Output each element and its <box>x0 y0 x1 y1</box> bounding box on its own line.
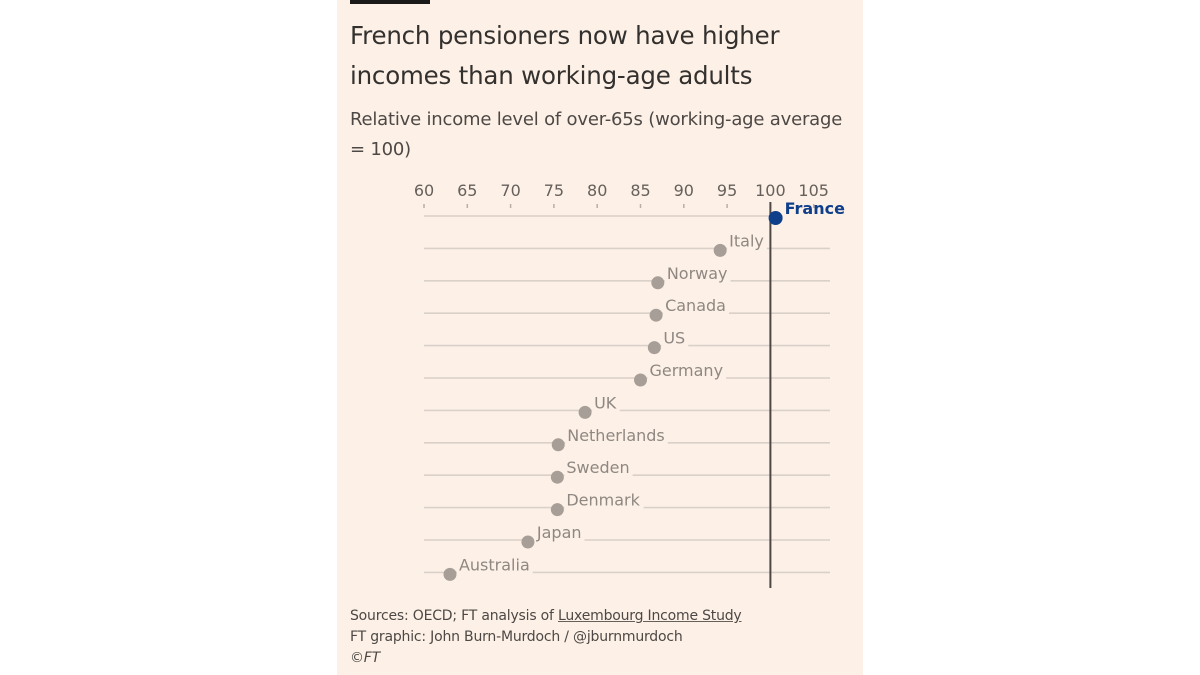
x-tick-label: 60 <box>414 181 434 200</box>
x-tick-label: 65 <box>457 181 477 200</box>
label-uk: UK <box>594 393 617 412</box>
x-tick-label: 95 <box>717 181 737 200</box>
dot-australia <box>443 567 457 581</box>
label-sweden: Sweden <box>566 458 629 477</box>
label-france: France <box>785 199 845 218</box>
x-tick-label: 105 <box>798 181 829 200</box>
chart-title: French pensioners now have higher income… <box>350 21 780 90</box>
sources-line: Sources: OECD; FT analysis of Luxembourg… <box>350 606 850 627</box>
x-tick-label: 100 <box>755 181 786 200</box>
dot-germany <box>634 373 647 387</box>
chart-footer: Sources: OECD; FT analysis of Luxembourg… <box>350 606 850 669</box>
label-australia: Australia <box>459 555 530 574</box>
label-japan: Japan <box>536 523 582 542</box>
label-background <box>565 439 668 446</box>
row-gridlines <box>424 213 849 576</box>
label-background <box>456 569 533 576</box>
label-germany: Germany <box>650 361 724 380</box>
label-netherlands: Netherlands <box>567 426 665 445</box>
dot-france <box>768 211 783 225</box>
label-background <box>663 310 729 317</box>
label-background <box>664 277 731 284</box>
label-denmark: Denmark <box>566 491 640 510</box>
label-us: US <box>663 329 685 348</box>
x-tick-label: 85 <box>630 181 650 200</box>
label-background <box>592 407 620 414</box>
label-background <box>782 213 849 219</box>
chart-card: French pensioners now have higher income… <box>337 0 863 675</box>
x-tick-label: 80 <box>587 181 607 200</box>
x-tick-label: 75 <box>544 181 564 200</box>
credit-line: FT graphic: John Burn-Murdoch / @jburnmu… <box>350 629 683 645</box>
x-tick-label: 90 <box>674 181 694 200</box>
ft-top-bar <box>350 0 430 4</box>
sources-text: Sources: OECD; FT analysis of <box>350 608 559 624</box>
dot-us <box>647 341 661 355</box>
dot-uk <box>578 405 592 419</box>
dot-norway <box>651 276 665 290</box>
dot-plot: 60 65 70 75 80 85 90 95 100 105 France ItalyNorway… <box>414 181 849 588</box>
dot-netherlands <box>551 438 565 452</box>
dot-denmark <box>550 503 564 517</box>
copyright: ©FT <box>350 650 381 666</box>
chart-subtitle: Relative income level of over-65s (worki… <box>350 109 843 160</box>
label-norway: Norway <box>667 264 728 283</box>
label-background <box>564 504 644 511</box>
x-tick-label: 70 <box>500 181 520 200</box>
dot-sweden <box>550 470 564 484</box>
dot-italy <box>713 243 727 257</box>
label-background <box>533 537 585 543</box>
label-background <box>564 472 633 479</box>
luxembourg-income-study-link[interactable]: Luxembourg Income Study <box>558 608 742 624</box>
label-background <box>647 375 727 381</box>
label-background <box>727 245 767 252</box>
x-axis: 60 65 70 75 80 85 90 95 100 105 <box>414 181 829 208</box>
label-italy: Italy <box>729 231 764 250</box>
dot-canada <box>649 308 663 322</box>
dot-japan <box>521 535 535 549</box>
label-canada: Canada <box>665 296 726 315</box>
label-background <box>661 342 689 349</box>
